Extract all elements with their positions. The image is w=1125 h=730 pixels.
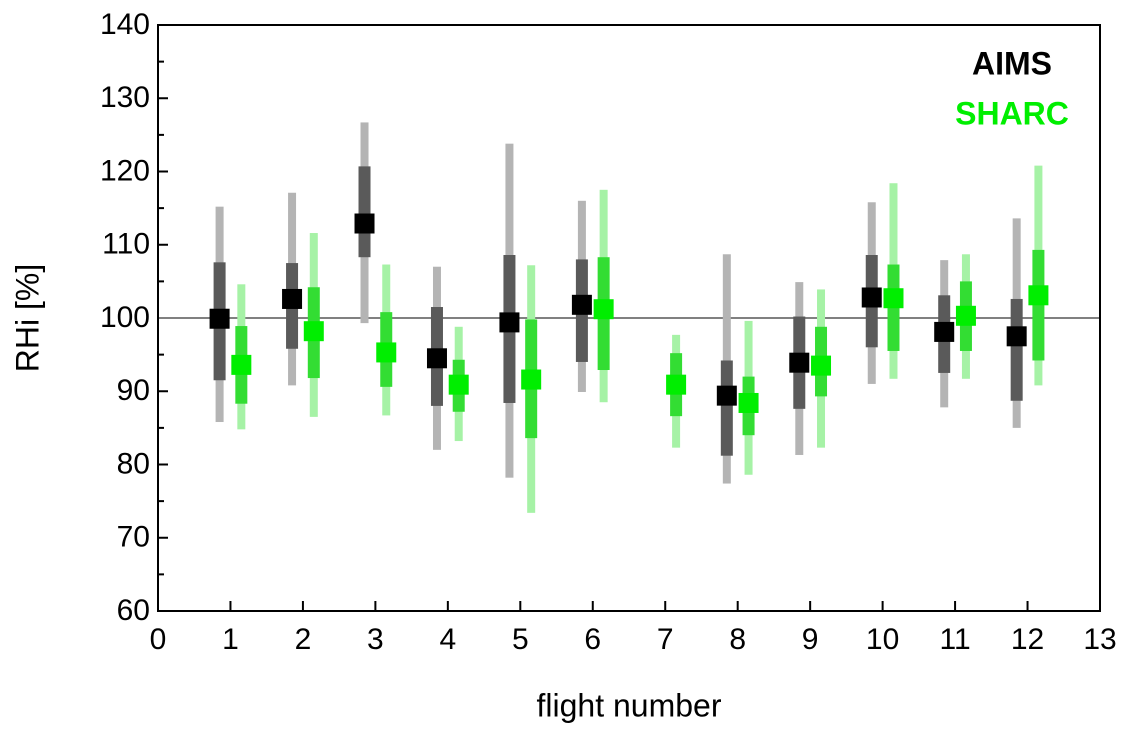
legend-entry: SHARC — [955, 95, 1069, 131]
median-marker — [282, 288, 303, 309]
y-tick-label: 90 — [117, 374, 150, 407]
median-marker — [1028, 285, 1049, 306]
median-marker — [499, 312, 520, 333]
x-tick-label: 3 — [367, 623, 384, 656]
median-marker — [955, 305, 976, 326]
box-bar — [720, 360, 733, 456]
box-bar — [1010, 298, 1023, 401]
median-marker — [1006, 326, 1027, 347]
median-marker — [209, 308, 230, 329]
y-tick-label: 80 — [117, 447, 150, 480]
median-marker — [716, 385, 737, 406]
y-tick-label: 60 — [117, 594, 150, 627]
x-tick-label: 2 — [295, 623, 312, 656]
y-tick-label: 140 — [100, 8, 150, 41]
y-tick-label: 120 — [100, 154, 150, 187]
median-marker — [354, 213, 375, 234]
x-tick-label: 13 — [1083, 623, 1116, 656]
median-marker — [426, 348, 447, 369]
x-tick-label: 12 — [1011, 623, 1044, 656]
y-axis-label: RHi [%] — [9, 264, 45, 372]
x-tick-label: 0 — [150, 623, 167, 656]
median-marker — [883, 288, 904, 309]
median-marker — [789, 352, 810, 373]
x-tick-label: 5 — [512, 623, 529, 656]
x-tick-label: 6 — [584, 623, 601, 656]
x-tick-label: 10 — [866, 623, 899, 656]
median-marker — [666, 374, 687, 395]
y-tick-label: 70 — [117, 521, 150, 554]
median-marker — [376, 342, 397, 363]
legend-entry: AIMS — [972, 45, 1052, 81]
x-tick-label: 1 — [222, 623, 239, 656]
median-marker — [448, 374, 469, 395]
x-tick-label: 4 — [440, 623, 457, 656]
x-tick-label: 9 — [802, 623, 819, 656]
median-marker — [521, 369, 542, 390]
median-marker — [934, 321, 955, 342]
y-tick-label: 110 — [102, 228, 150, 261]
plot-frame — [157, 24, 1101, 612]
x-tick-label: 11 — [939, 623, 970, 656]
x-tick-label: 7 — [657, 623, 674, 656]
median-marker — [571, 294, 592, 315]
x-axis-label: flight number — [537, 687, 722, 723]
median-marker — [738, 392, 759, 413]
median-marker — [861, 287, 882, 308]
box-bar — [358, 166, 371, 258]
y-tick-label: 130 — [100, 81, 150, 114]
median-marker — [303, 321, 324, 342]
y-tick-label: 100 — [100, 301, 150, 334]
median-marker — [811, 355, 832, 376]
x-tick-label: 8 — [729, 623, 746, 656]
median-marker — [231, 354, 252, 375]
median-marker — [593, 299, 614, 320]
